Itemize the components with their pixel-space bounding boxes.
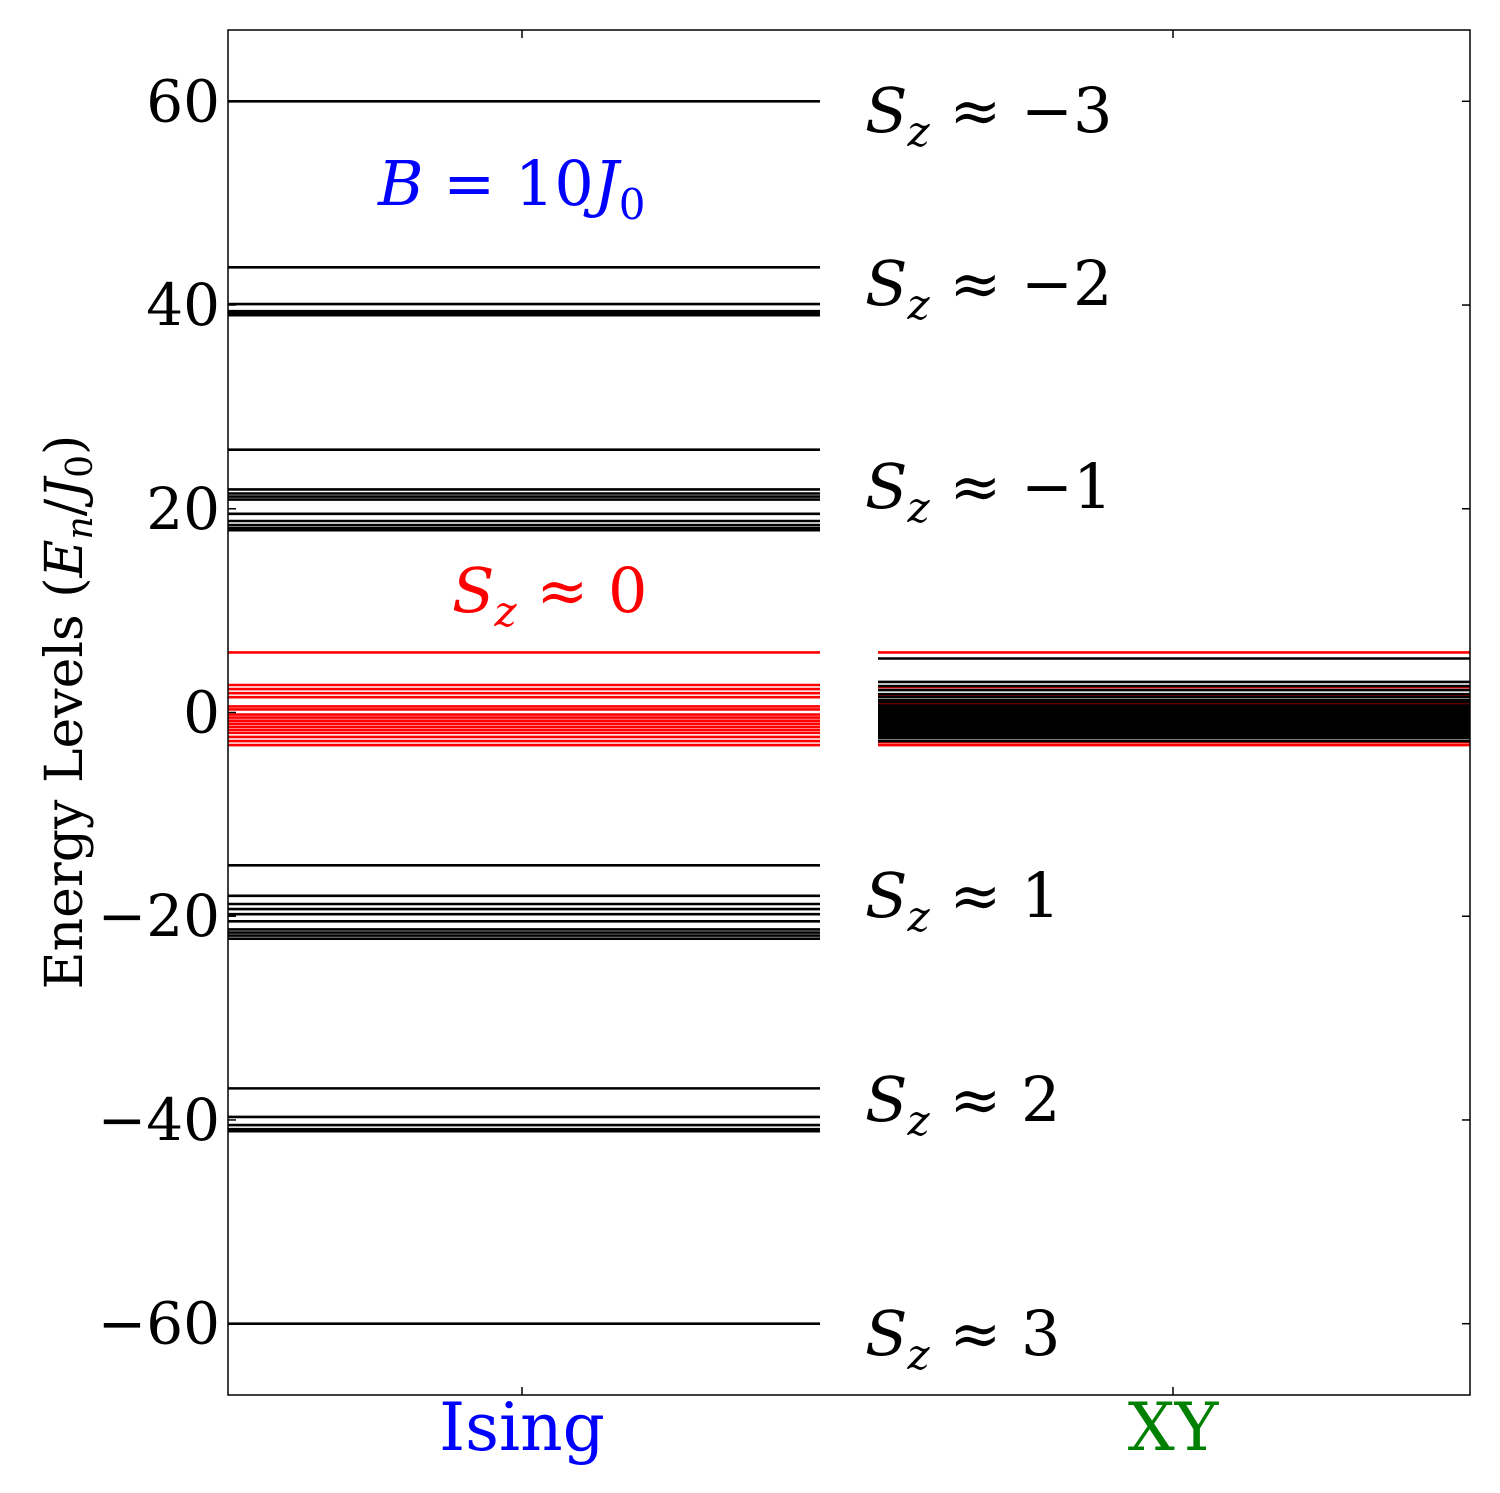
y-tick-label-5: −40 <box>98 1086 220 1154</box>
band-annotations: Sz ≈ −3 Sz ≈ −2 Sz ≈ −1 Sz ≈ 1 Sz ≈ 2 Sz… <box>865 74 1112 1379</box>
energy-levels <box>228 100 1470 1325</box>
band-label-sz-1: Sz ≈ 1 <box>865 859 1060 941</box>
y-tick-label-3: 0 <box>183 679 220 747</box>
y-tick-label-4: −20 <box>98 882 220 950</box>
y-tick-label-2: 20 <box>146 475 220 543</box>
band-label-sz-minus3: Sz ≈ −3 <box>865 74 1112 156</box>
y-tick-labels: 60 40 20 0 −20 −40 −60 <box>98 67 220 1357</box>
category-label-xy: XY <box>1128 1389 1220 1466</box>
axis-ticks <box>228 30 1470 1395</box>
band-label-sz-minus1: Sz ≈ −1 <box>865 450 1112 532</box>
band-label-sz-2: Sz ≈ 2 <box>865 1063 1060 1145</box>
y-axis-label: Energy Levels (En/J0) <box>35 435 101 990</box>
band-label-sz-minus2: Sz ≈ −2 <box>865 247 1112 329</box>
sz0-annotation: Sz ≈ 0 <box>452 554 647 636</box>
category-label-ising: Ising <box>439 1389 605 1466</box>
y-tick-label-0: 60 <box>146 67 220 135</box>
y-tick-label-6: −60 <box>98 1290 220 1358</box>
field-annotation: B = 10J0 <box>377 147 645 229</box>
band-label-sz-3: Sz ≈ 3 <box>865 1297 1060 1379</box>
y-tick-label-1: 40 <box>146 271 220 339</box>
